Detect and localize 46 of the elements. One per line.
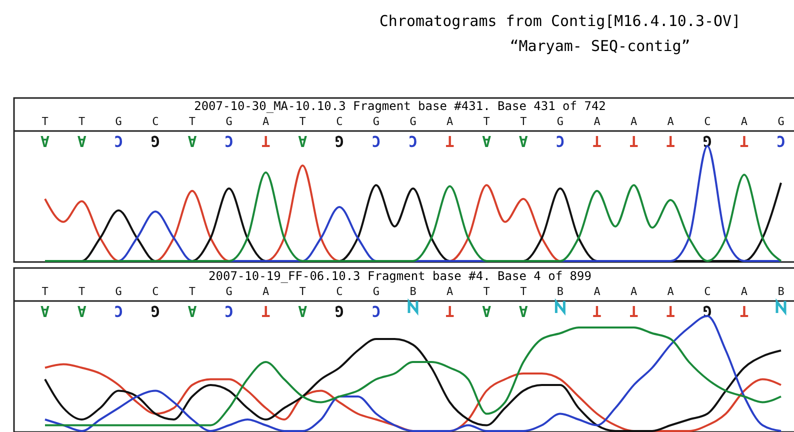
x-tick-label: T bbox=[78, 285, 86, 298]
x-tick-label: A bbox=[446, 285, 454, 298]
x-tick-label: A bbox=[262, 285, 270, 298]
x-tick-label: G bbox=[226, 115, 232, 128]
x-tick-label: G bbox=[372, 115, 380, 128]
x-tick-label: A bbox=[740, 115, 748, 128]
x-tick-label: C bbox=[336, 285, 343, 298]
x-tick-label: A bbox=[594, 115, 601, 128]
text: 2007-10-19_FF-06.10.3 Fragment base #4. Base 4 of 899 bbox=[208, 269, 592, 283]
x-tick-label: T bbox=[42, 115, 49, 128]
x-tick-label: G bbox=[115, 285, 122, 298]
x-tick-label: A bbox=[740, 285, 748, 298]
x-tick-label: A bbox=[262, 115, 270, 128]
chart-subtitle: “Maryam- SEQ-contig” bbox=[510, 37, 690, 55]
x-tick-label: T bbox=[78, 115, 86, 128]
x-tick-label: T bbox=[299, 115, 306, 128]
x-tick-label: A bbox=[667, 115, 674, 128]
x-tick-label: A bbox=[667, 285, 674, 298]
x-tick-label: C bbox=[336, 115, 343, 128]
x-tick-label: A bbox=[446, 115, 454, 128]
x-tick-label: C bbox=[152, 285, 159, 298]
x-tick-label: G bbox=[410, 115, 416, 128]
text: 2007-10-30_MA-10.10.3 Fragment base #431. Base 431 of 742 bbox=[194, 99, 606, 113]
x-tick-label: B bbox=[778, 285, 785, 298]
x-tick-label: A bbox=[594, 285, 601, 298]
x-tick-label: T bbox=[520, 285, 528, 298]
x-tick-label: T bbox=[299, 285, 306, 298]
x-tick-label: T bbox=[188, 115, 196, 128]
x-tick-label: T bbox=[520, 115, 528, 128]
x-tick-label: T bbox=[483, 285, 490, 298]
x-tick-label: G bbox=[778, 115, 784, 128]
chart-title: Chromatograms from Contig[M16.4.10.3-OV] bbox=[379, 12, 741, 30]
x-tick-label: T bbox=[483, 115, 490, 128]
x-tick-label: A bbox=[630, 285, 638, 298]
x-tick-label: G bbox=[372, 285, 380, 298]
x-tick-label: T bbox=[42, 285, 49, 298]
x-tick-label: G bbox=[115, 115, 122, 128]
x-tick-label: G bbox=[226, 285, 232, 298]
x-tick-label: G bbox=[556, 115, 564, 128]
x-tick-label: B bbox=[556, 285, 564, 298]
x-tick-label: C bbox=[152, 115, 159, 128]
x-tick-label: T bbox=[188, 285, 196, 298]
x-tick-label: C bbox=[704, 285, 711, 298]
x-tick-label: A bbox=[630, 115, 638, 128]
x-tick-label: C bbox=[704, 115, 711, 128]
x-tick-label: B bbox=[410, 285, 417, 298]
